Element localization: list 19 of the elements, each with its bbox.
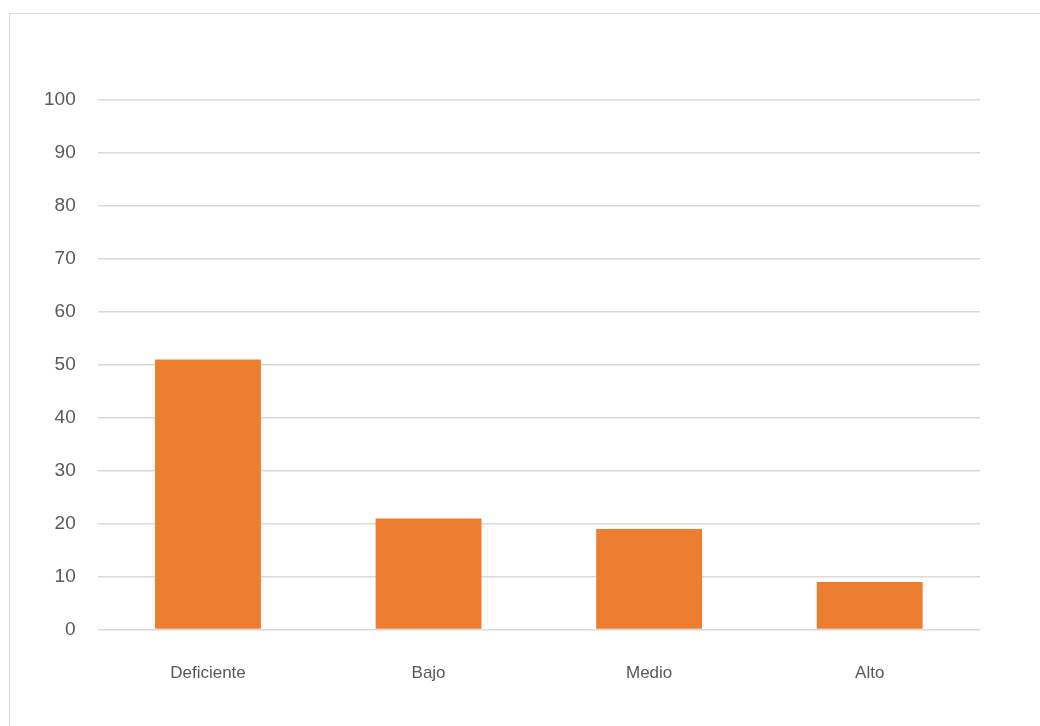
bar (596, 528, 703, 629)
y-tick-label: 30 (54, 458, 76, 480)
x-tick-label: Bajo (411, 663, 446, 683)
y-tick-label: 0 (65, 617, 76, 639)
y-tick-label: 40 (54, 405, 76, 427)
y-tick-label: 80 (54, 194, 76, 216)
x-tick-label: Medio (625, 663, 673, 683)
y-tick-label: 20 (54, 511, 76, 533)
y-tick-label: 50 (54, 353, 76, 375)
bar (375, 518, 482, 629)
bar (155, 359, 261, 629)
x-tick-label: Deficiente (170, 663, 246, 683)
y-tick-label: 90 (54, 141, 76, 163)
y-tick-label: 100 (44, 88, 76, 110)
y-tick-label: 70 (54, 247, 76, 269)
x-tick-label: Alto (855, 663, 885, 683)
y-tick-label: 60 (54, 300, 76, 322)
bar (816, 581, 923, 629)
y-tick-label: 10 (54, 564, 76, 586)
